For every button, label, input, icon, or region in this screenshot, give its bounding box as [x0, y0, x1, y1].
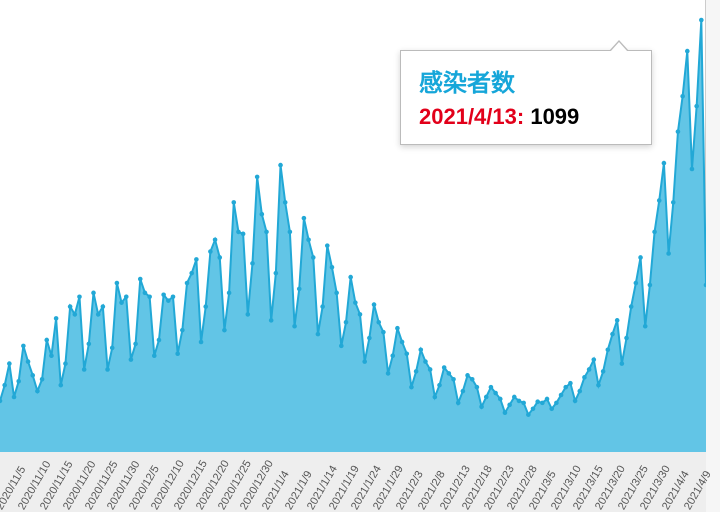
right-gutter: [706, 0, 720, 512]
tooltip-date: 2021/4/13:: [419, 104, 524, 129]
chart-tooltip: 感染者数 2021/4/13: 1099: [400, 50, 652, 145]
tooltip-arrow: [609, 40, 629, 51]
tooltip-value: 1099: [530, 104, 579, 129]
x-axis-labels: 2020/11/52020/11/102020/11/152020/11/202…: [0, 454, 706, 512]
tooltip-value-line: 2021/4/13: 1099: [419, 104, 635, 130]
tooltip-title: 感染者数: [419, 63, 635, 98]
